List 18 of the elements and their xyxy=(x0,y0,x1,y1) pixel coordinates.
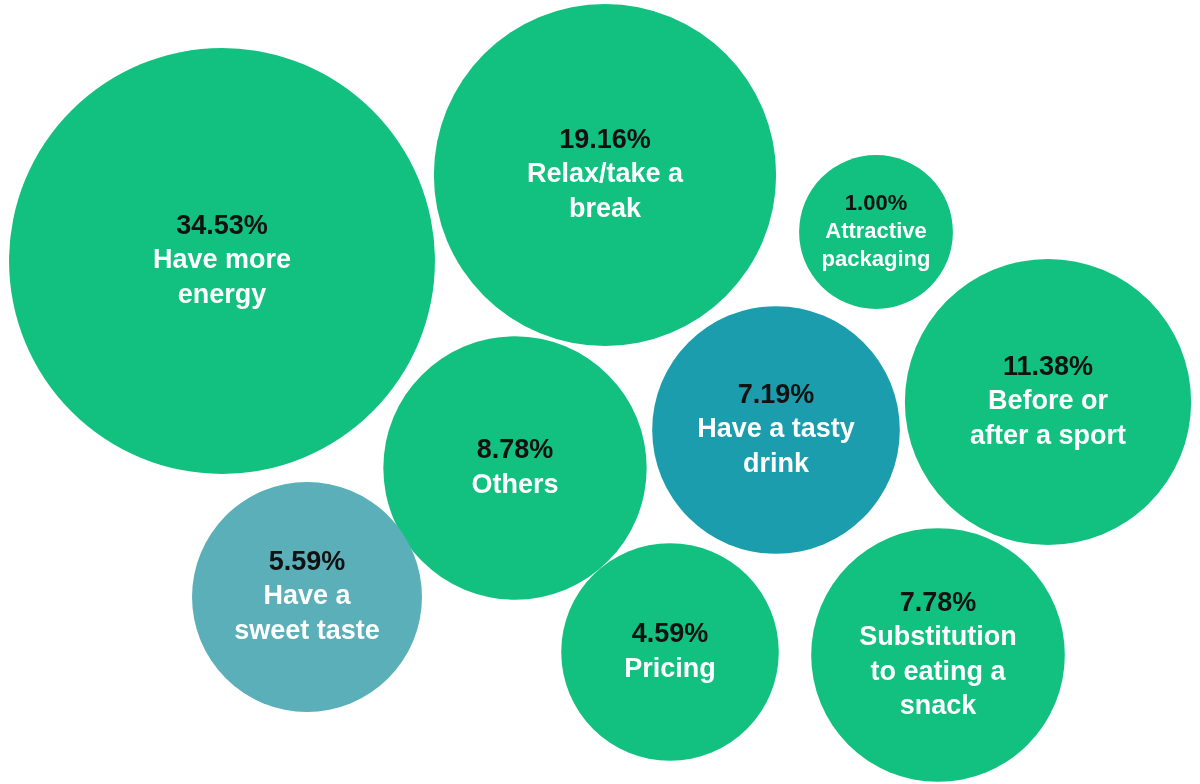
data-label: 19.16% xyxy=(559,123,651,154)
data-label: 7.78% xyxy=(899,586,977,617)
data-label: 11.38% xyxy=(1002,350,1094,381)
category-label: Substitution to eating a snack xyxy=(859,621,1017,721)
data-label: 4.59% xyxy=(631,618,709,649)
category-label: Have a sweet taste xyxy=(234,580,380,646)
category-label: Before or after a sport xyxy=(969,385,1127,451)
category-label: Relax/take a break xyxy=(526,158,685,224)
data-label: 7.19% xyxy=(737,378,815,409)
data-label: 5.59% xyxy=(268,545,346,576)
data-label: 8.78% xyxy=(476,434,554,465)
category-label: Attractive packaging xyxy=(821,218,931,272)
category-label: Pricing xyxy=(624,652,716,683)
category-label: Have more energy xyxy=(152,244,292,310)
data-label: 1.00% xyxy=(844,189,908,215)
data-label: 34.53% xyxy=(176,209,268,240)
category-label: Have a tasty drink xyxy=(697,413,855,479)
category-label: Others xyxy=(471,468,559,499)
